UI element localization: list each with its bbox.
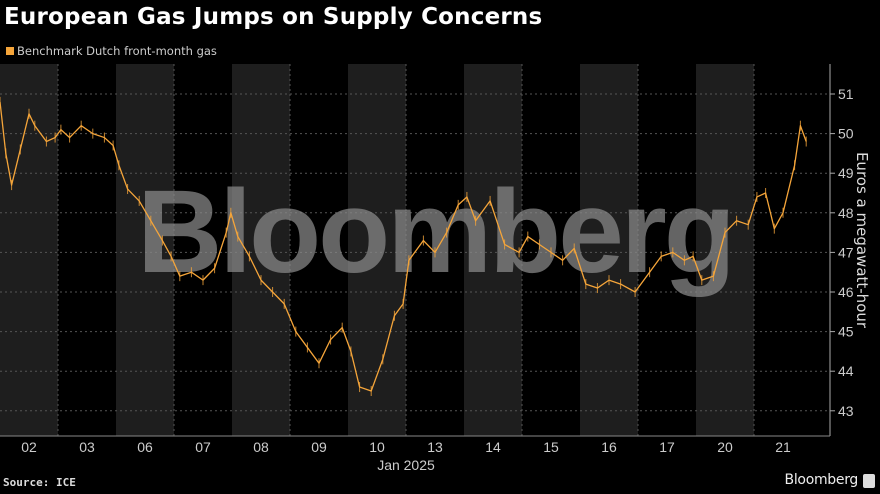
x-tick-label: 09 <box>311 439 327 455</box>
x-tick-label: 14 <box>485 439 501 455</box>
y-tick-label: 46 <box>838 284 854 300</box>
y-tick-label: 51 <box>838 86 854 102</box>
legend-swatch <box>6 47 14 55</box>
day-band <box>696 64 754 436</box>
bloomberg-logo: Bloomberg <box>784 472 859 488</box>
x-tick-label: 13 <box>427 439 443 455</box>
x-tick-label: 10 <box>369 439 385 455</box>
x-tick-label: 03 <box>79 439 95 455</box>
y-tick-label: 48 <box>838 205 854 221</box>
y-axis-label: Euros a megawatt-hour <box>853 151 871 329</box>
day-band <box>580 64 638 436</box>
y-tick-label: 43 <box>838 403 854 419</box>
x-tick-label: 17 <box>659 439 675 455</box>
y-tick-label: 50 <box>838 126 854 142</box>
day-band <box>464 64 522 436</box>
x-tick-label: 15 <box>543 439 559 455</box>
x-axis-label: Jan 2025 <box>377 457 435 473</box>
y-tick-label: 49 <box>838 165 854 181</box>
x-tick-label: 16 <box>601 439 617 455</box>
x-tick-label: 20 <box>717 439 733 455</box>
source-note: Source: ICE <box>3 476 76 489</box>
day-band <box>116 64 174 436</box>
bloomberg-terminal-icon <box>863 474 875 488</box>
x-tick-label: 21 <box>775 439 791 455</box>
x-tick-label: 06 <box>137 439 153 455</box>
y-tick-label: 44 <box>838 363 854 379</box>
y-tick-label: 45 <box>838 324 854 340</box>
day-band <box>0 64 58 436</box>
x-tick-label: 07 <box>195 439 211 455</box>
chart-title: European Gas Jumps on Supply Concerns <box>4 4 543 30</box>
x-tick-label: 08 <box>253 439 269 455</box>
x-tick-label: 02 <box>21 439 37 455</box>
day-band <box>232 64 290 436</box>
legend-label: Benchmark Dutch front-month gas <box>17 44 217 58</box>
legend: Benchmark Dutch front-month gas <box>6 44 217 58</box>
y-tick-label: 47 <box>838 244 854 260</box>
